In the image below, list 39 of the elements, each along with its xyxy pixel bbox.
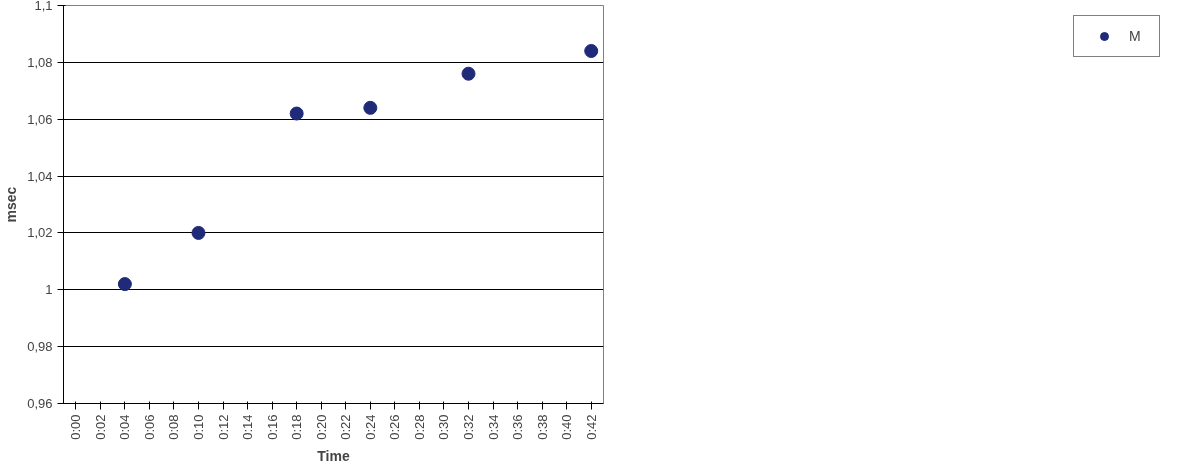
x-tick-label: 0:14 [240,414,256,440]
point [461,66,476,81]
x-tick-label: 0:08 [166,414,182,440]
y-tick-label: 1,08 [27,54,53,70]
x-tick-label: 0:16 [264,414,280,440]
x-tick-label: 0:06 [141,414,157,440]
point [584,44,599,58]
x-axis-title: Time [317,447,350,464]
x-tick-label: 0:22 [338,414,354,440]
y-tick-label: 1,1 [34,0,53,13]
point [289,106,304,121]
x-tick-label: 0:18 [289,414,305,440]
x-tick-label: 0:10 [191,414,206,440]
x-tick-label: 0:42 [583,414,599,440]
y-tick-label: 1,02 [27,225,53,241]
x-tick-label: 0:28 [411,414,427,440]
x-tick-label: 0:30 [436,414,452,440]
legend-label: M [1129,28,1142,44]
y-tick-label: 1,04 [27,168,53,184]
y-axis-title: msec [3,186,20,223]
x-tick-label: 0:26 [387,414,403,440]
x-tick-label: 0:24 [362,414,378,440]
x-tick-label: 0:40 [559,414,575,440]
x-tick-label: 0:36 [510,414,526,440]
point [363,100,378,115]
x-tick-label: 0:20 [313,414,329,440]
y-tick-label: 0,98 [27,339,53,355]
x-tick-label: 0:34 [485,414,501,440]
x-tick-label: 0:00 [68,414,84,440]
x-tick-label: 0:12 [215,414,231,440]
point [117,277,132,292]
x-tick-label: 0:38 [534,414,550,440]
y-tick-label: 1,06 [27,111,53,127]
point [191,225,206,240]
y-tick-label: 1 [45,282,53,298]
y-tick-label: 0,96 [27,396,53,411]
x-tick-label: 0:32 [461,414,476,440]
x-tick-label: 0:02 [92,414,108,440]
x-tick-label: 0:04 [117,414,133,440]
